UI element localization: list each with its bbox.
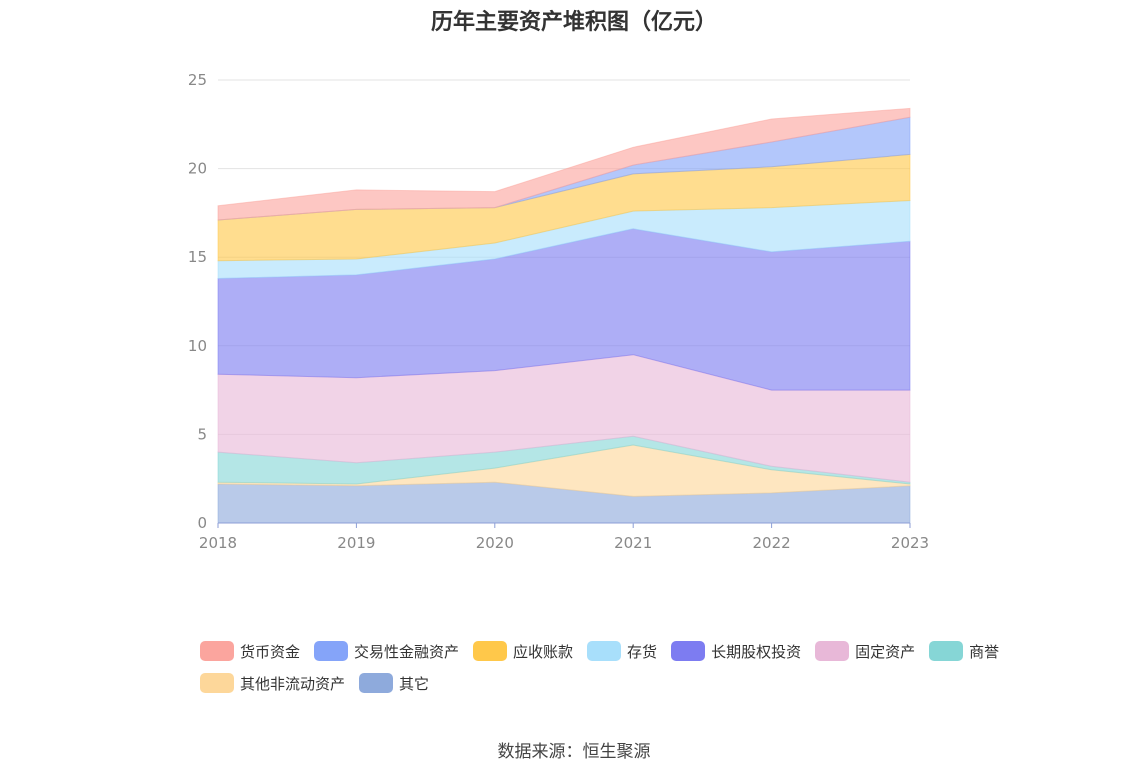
legend-item-交易性金融资产[interactable]: 交易性金融资产	[314, 640, 459, 662]
y-tick-label: 25	[188, 71, 207, 89]
legend-label: 其它	[399, 674, 430, 693]
legend-item-存货[interactable]: 存货	[587, 640, 657, 662]
y-tick-label: 5	[197, 425, 207, 443]
y-tick-label: 0	[197, 514, 207, 532]
x-tick-label: 2022	[753, 534, 791, 552]
legend-item-商誉[interactable]: 商誉	[929, 640, 999, 662]
legend-item-其他非流动资产[interactable]: 其他非流动资产	[200, 672, 345, 694]
y-tick-label: 15	[188, 248, 207, 266]
x-tick-label: 2018	[199, 534, 237, 552]
legend-label: 应收账款	[513, 642, 574, 661]
legend-label: 固定资产	[855, 642, 916, 661]
legend-item-长期股权投资[interactable]: 长期股权投资	[671, 640, 801, 662]
area-series-货币资金	[217, 107, 911, 221]
legend-item-其它[interactable]: 其它	[359, 672, 429, 694]
legend-label: 商誉	[969, 642, 1000, 661]
legend-swatch	[359, 673, 394, 693]
legend-label: 交易性金融资产	[354, 642, 460, 661]
legend-swatch	[473, 641, 508, 661]
legend-swatch	[671, 641, 706, 661]
legend-swatch	[587, 641, 622, 661]
legend-label: 其他非流动资产	[240, 674, 346, 693]
stacked-area-chart: 0 5 10 15 20 25 2018 2019 2020 2021 2022 2023	[188, 71, 929, 552]
legend-label: 长期股权投资	[711, 642, 802, 661]
legend-item-固定资产[interactable]: 固定资产	[815, 640, 915, 662]
y-tick-label: 20	[188, 160, 207, 178]
x-tick-label: 2019	[337, 534, 375, 552]
x-tick-label: 2021	[614, 534, 652, 552]
legend-swatch	[200, 641, 234, 661]
legend-swatch	[815, 641, 850, 661]
legend-swatch	[314, 641, 349, 661]
legend-swatch	[929, 641, 964, 661]
x-tick-label: 2023	[891, 534, 929, 552]
chart-legend: 货币资金 交易性金融资产 应收账款 存货 长期股权投资 固定资产 商誉 其他非流…	[200, 640, 1000, 694]
legend-item-应收账款[interactable]: 应收账款	[473, 640, 573, 662]
legend-label: 货币资金	[240, 642, 301, 661]
x-tick-label: 2020	[476, 534, 514, 552]
chart-title: 历年主要资产堆积图（亿元）	[430, 10, 717, 35]
y-tick-label: 10	[188, 337, 207, 355]
legend-label: 存货	[627, 642, 658, 661]
legend-swatch	[200, 673, 234, 693]
legend-item-货币资金[interactable]: 货币资金	[200, 640, 300, 662]
data-source-note: 数据来源：恒生聚源	[497, 742, 651, 762]
